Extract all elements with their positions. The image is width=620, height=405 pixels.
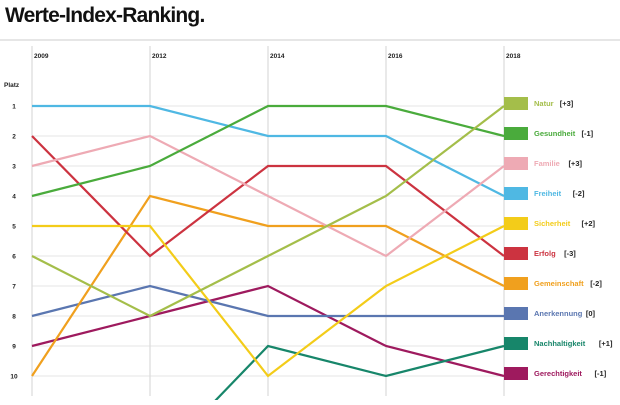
legend-swatch — [504, 217, 528, 230]
y-tick-label: 6 — [12, 254, 16, 261]
legend-swatch — [504, 337, 528, 350]
y-tick-label: 10 — [10, 374, 18, 381]
y-tick-label: 9 — [12, 344, 16, 351]
legend-swatch — [504, 247, 528, 260]
lines-layer — [31, 104, 505, 405]
y-tick-label: 7 — [12, 284, 16, 291]
legend-swatch — [504, 277, 528, 290]
legend-label: Gerechtigkeit — [534, 369, 582, 378]
legend-change: [+3] — [568, 159, 582, 168]
legend-swatch — [504, 187, 528, 200]
series-line-gerechtigkeit — [31, 284, 505, 378]
legend-label: Familie — [534, 159, 560, 168]
legend-swatch — [504, 127, 528, 140]
legend-entry-anerkennung: Anerkennung [0] — [504, 307, 596, 320]
legend-entry-erfolg: Erfolg [-3] — [504, 247, 576, 260]
series-line-sicherheit — [32, 224, 505, 378]
legend-label: Anerkennung — [534, 309, 583, 318]
legend-change: [-3] — [564, 249, 576, 258]
x-tick-label: 2018 — [506, 53, 521, 60]
chart-title: Werte-Index-Ranking. — [5, 4, 204, 27]
tick-layer: 2009 2012 2014 2016 2018 1 2 3 4 5 6 7 8 9 10 — [10, 53, 520, 381]
y-tick-label: 1 — [12, 104, 16, 111]
legend-entry-nachhaltigkeit: Nachhaltigkeit [+1] — [504, 337, 613, 350]
x-tick-label: 2016 — [388, 53, 403, 60]
legend-label: Freiheit — [534, 189, 562, 198]
series-line-natur — [31, 105, 505, 318]
series-line-familie — [31, 134, 505, 258]
legend-label: Nachhaltigkeit — [534, 339, 586, 348]
y-tick-label: 3 — [12, 164, 16, 171]
series-line-freiheit — [32, 104, 505, 197]
x-tick-label: 2012 — [152, 53, 167, 60]
legend-change: [-2] — [573, 189, 585, 198]
series-line-nachhaltigkeit — [209, 344, 505, 405]
legend-entry-gesundheit: Gesundheit [-1] — [504, 127, 594, 140]
legend-label: Sicherheit — [534, 219, 571, 228]
legend-entry-gerechtigkeit: Gerechtigkeit [-1] — [504, 367, 607, 380]
legend-swatch — [504, 157, 528, 170]
y-tick-label: 8 — [12, 314, 16, 321]
legend-change: [-1] — [595, 369, 607, 378]
y-axis-label: Platz — [4, 82, 20, 89]
legend-entry-familie: Familie [+3] — [504, 157, 582, 170]
legend-change: [+3] — [560, 99, 574, 108]
y-tick-label: 5 — [12, 224, 16, 231]
legend-entry-gemeinschaft: Gemeinschaft [-2] — [504, 277, 602, 290]
legend-label: Gesundheit — [534, 129, 576, 138]
legend-swatch — [504, 367, 528, 380]
series-line-erfolg — [31, 135, 505, 258]
legend-entry-freiheit: Freiheit [-2] — [504, 187, 585, 200]
legend-change: [0] — [586, 309, 596, 318]
legend-label: Natur — [534, 99, 554, 108]
x-tick-label: 2014 — [270, 53, 285, 60]
legend-change: [+1] — [599, 339, 613, 348]
legend-change: [-2] — [590, 279, 602, 288]
legend-layer: Natur [+3] Gesundheit [-1] Familie [+3] Freihe… — [504, 97, 613, 380]
legend-label: Gemeinschaft — [534, 279, 584, 288]
series-line-gesundheit — [31, 104, 505, 198]
series-line-gemeinschaft — [31, 194, 505, 377]
legend-entry-sicherheit: Sicherheit [+2] — [504, 217, 596, 230]
y-tick-label: 4 — [12, 194, 16, 201]
legend-change: [-1] — [582, 129, 594, 138]
x-tick-label: 2009 — [34, 53, 49, 60]
y-tick-label: 2 — [12, 134, 16, 141]
legend-change: [+2] — [582, 219, 596, 228]
legend-entry-natur: Natur [+3] — [504, 97, 574, 110]
legend-swatch — [504, 307, 528, 320]
legend-swatch — [504, 97, 528, 110]
legend-label: Erfolg — [534, 249, 556, 258]
